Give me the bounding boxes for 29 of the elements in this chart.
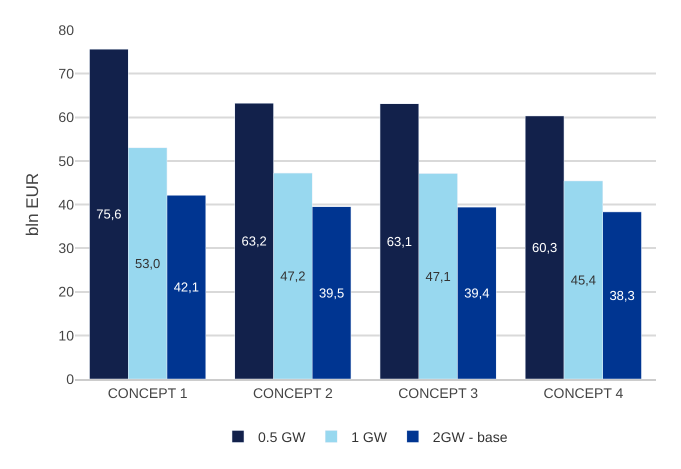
data-label: 38,3	[609, 288, 635, 303]
data-label: 47,1	[425, 268, 451, 284]
x-tick-label: CONCEPT 2	[252, 384, 334, 401]
data-label: 45,4	[570, 272, 596, 288]
data-label: 63,1	[386, 234, 412, 249]
data-label: 63,2	[241, 234, 267, 249]
data-label: 60,3	[532, 240, 558, 255]
data-label: 75,6	[96, 206, 122, 222]
x-tick-label: CONCEPT 3	[398, 384, 478, 401]
data-label: 39,4	[464, 286, 490, 301]
y-tick-label: 40	[58, 196, 74, 212]
y-tick-label: 80	[58, 22, 74, 38]
x-tick-label: CONCEPT 4	[543, 384, 624, 401]
data-label: 42,1	[174, 280, 200, 295]
legend-label: 2GW - base	[432, 428, 508, 445]
x-tick-label: CONCEPT 1	[108, 384, 188, 401]
legend-label: 0.5 GW	[258, 428, 306, 445]
legend-label: 1 GW	[351, 428, 388, 445]
y-tick-label: 10	[58, 327, 74, 344]
y-axis-title: bln EUR	[22, 172, 42, 236]
y-tick-label: 70	[58, 66, 74, 82]
y-tick-label: 0	[66, 370, 74, 387]
data-label: 53,0	[134, 256, 160, 271]
y-tick-label: 50	[58, 152, 74, 169]
y-tick-label: 60	[58, 109, 74, 126]
data-label: 47,2	[280, 268, 306, 284]
y-tick-label: 20	[58, 284, 74, 300]
y-tick-label: 30	[58, 240, 74, 256]
data-label: 39,5	[318, 285, 344, 300]
